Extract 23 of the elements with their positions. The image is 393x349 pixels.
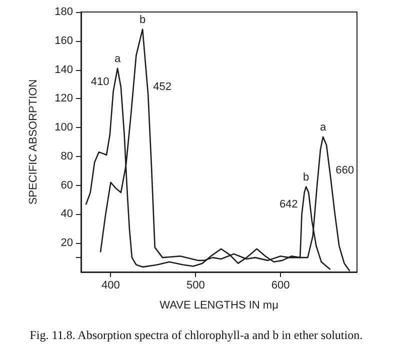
series-label: b: [140, 14, 146, 26]
y-tick-label: 180: [54, 6, 73, 18]
x-tick-label: 600: [271, 280, 290, 292]
annotation: a: [320, 121, 327, 134]
annotation: 660: [336, 164, 354, 177]
y-tick-label: 60: [60, 179, 73, 192]
y-tick-label: 120: [54, 92, 73, 105]
y-tick-label: 40: [60, 208, 73, 220]
y-tick-label: 100: [54, 122, 73, 134]
annotation: 642: [279, 198, 298, 211]
y-tick-label: 160: [54, 34, 73, 47]
annotation: 452: [153, 80, 172, 93]
y-tick-label: 80: [60, 150, 73, 162]
annotation: b: [302, 171, 310, 184]
caption: Fig. 11.8. Absorption spectra of chlorophyll-a and b in ether solution.: [30, 328, 363, 342]
x-tick-label: 500: [186, 280, 205, 292]
x-tick-label: 400: [102, 280, 120, 292]
y-tick-label: 140: [54, 64, 73, 76]
y-tick-label: 20: [60, 237, 73, 250]
y-axis-title: SPECIFIC ABSORPTION: [28, 79, 40, 205]
x-axis-title: WAVE LENGTHS IN mμ: [160, 300, 278, 312]
series-label: a: [114, 52, 122, 65]
annotation: 410: [90, 76, 110, 88]
